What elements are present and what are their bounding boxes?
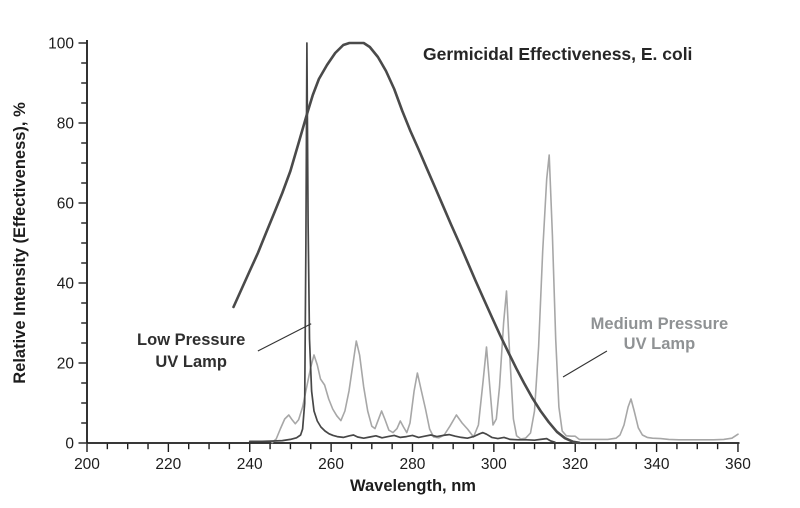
y-tick-label: 80 (57, 116, 75, 133)
x-tick-label: 280 (400, 456, 426, 473)
x-tick-label: 220 (155, 456, 181, 473)
x-tick-label: 200 (74, 456, 100, 473)
x-axis-title: Wavelength, nm (350, 477, 476, 495)
annotation-low-pressure-label-leader (257, 323, 312, 352)
y-tick-label: 60 (57, 196, 75, 213)
annotation-medium-pressure-label-line2: UV Lamp (624, 335, 696, 353)
y-tick-label: 0 (65, 436, 74, 453)
y-axis-title: Relative Intensity (Effectiveness), % (11, 102, 29, 384)
annotation-low-pressure-label-line2: UV Lamp (155, 353, 227, 371)
series-group (232, 41, 739, 445)
annotations-group: Low Pressure UV Lamp Medium Pressure UV Lam… (137, 315, 729, 378)
annotation-low-pressure-label-line1: Low Pressure (137, 331, 245, 349)
x-tick-label: 320 (562, 456, 588, 473)
series-medium-pressure-lamp-curve (271, 154, 739, 444)
y-tick-label: 20 (57, 356, 75, 373)
x-tick-label: 300 (481, 456, 507, 473)
annotation-medium-pressure-label-leader (562, 350, 608, 378)
x-tick-label: 260 (318, 456, 344, 473)
chart-title: Germicidal Effectiveness, E. coli (423, 44, 692, 64)
x-tick-label: 360 (725, 456, 751, 473)
series-low-pressure-lamp-curve (248, 42, 556, 444)
y-tick-label: 100 (48, 36, 74, 53)
axis-lines (86, 40, 740, 444)
y-tick-label: 40 (57, 276, 75, 293)
x-tick-label: 340 (644, 456, 670, 473)
x-tick-label: 240 (237, 456, 263, 473)
axes: 200 220 240 260 280 300 320 340 360 0 20 40 60 80 100 (48, 36, 751, 474)
series-germicidal-curve (232, 41, 581, 445)
annotation-medium-pressure-label-line1: Medium Pressure (591, 315, 729, 333)
